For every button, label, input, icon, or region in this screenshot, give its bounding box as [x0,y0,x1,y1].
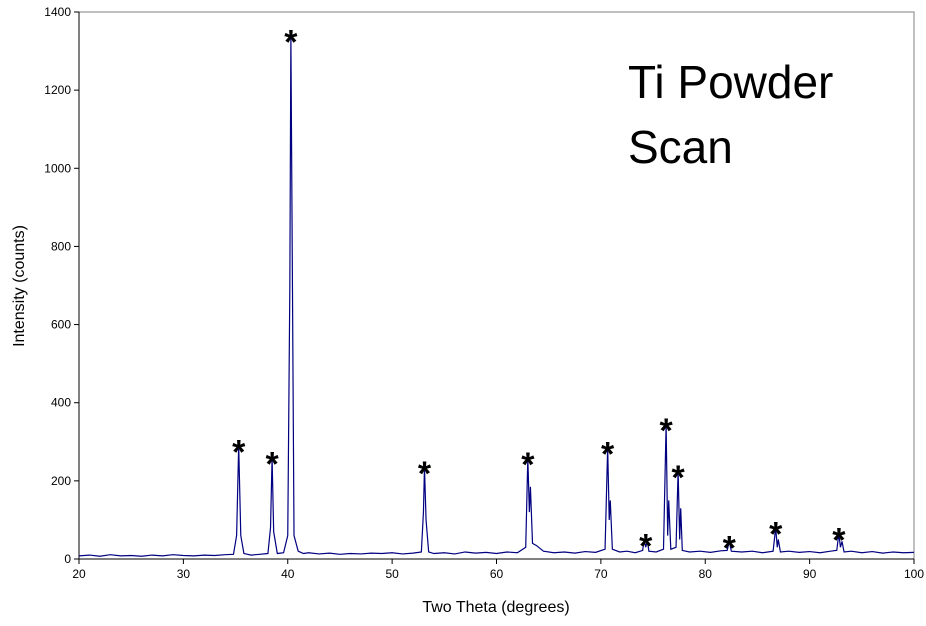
y-tick-label: 800 [51,239,71,253]
y-tick-label: 1400 [44,5,71,19]
x-tick-label: 90 [803,567,817,581]
x-tick-label: 30 [177,567,191,581]
peak-marker: * [723,529,737,567]
x-tick-label: 100 [904,567,924,581]
peak-marker: * [639,527,653,565]
peak-marker: * [265,445,279,483]
peak-marker: * [521,446,535,484]
peak-marker: * [659,412,673,450]
peak-marker: * [832,522,846,560]
peak-marker: * [769,516,783,554]
peak-marker: * [232,434,246,472]
x-tick-label: 80 [699,567,713,581]
y-axis-label: Intensity (counts) [11,225,28,347]
x-tick-label: 60 [490,567,504,581]
peak-marker: * [284,23,298,61]
annotation: Ti Powder [628,56,833,108]
y-tick-label: 1000 [44,161,71,175]
y-tick-label: 200 [51,474,71,488]
peak-marker: * [601,436,615,474]
peak-marker: * [418,455,432,493]
y-tick-label: 400 [51,396,71,410]
y-tick-label: 600 [51,318,71,332]
y-tick-label: 0 [64,552,71,566]
x-tick-label: 50 [385,567,399,581]
x-axis-label: Two Theta (degrees) [422,599,569,616]
x-tick-label: 70 [594,567,608,581]
x-tick-label: 20 [72,567,86,581]
annotation: Scan [628,121,733,173]
peak-marker: * [671,459,685,497]
x-tick-label: 40 [281,567,295,581]
y-tick-label: 1200 [44,83,71,97]
data-line [78,35,915,557]
